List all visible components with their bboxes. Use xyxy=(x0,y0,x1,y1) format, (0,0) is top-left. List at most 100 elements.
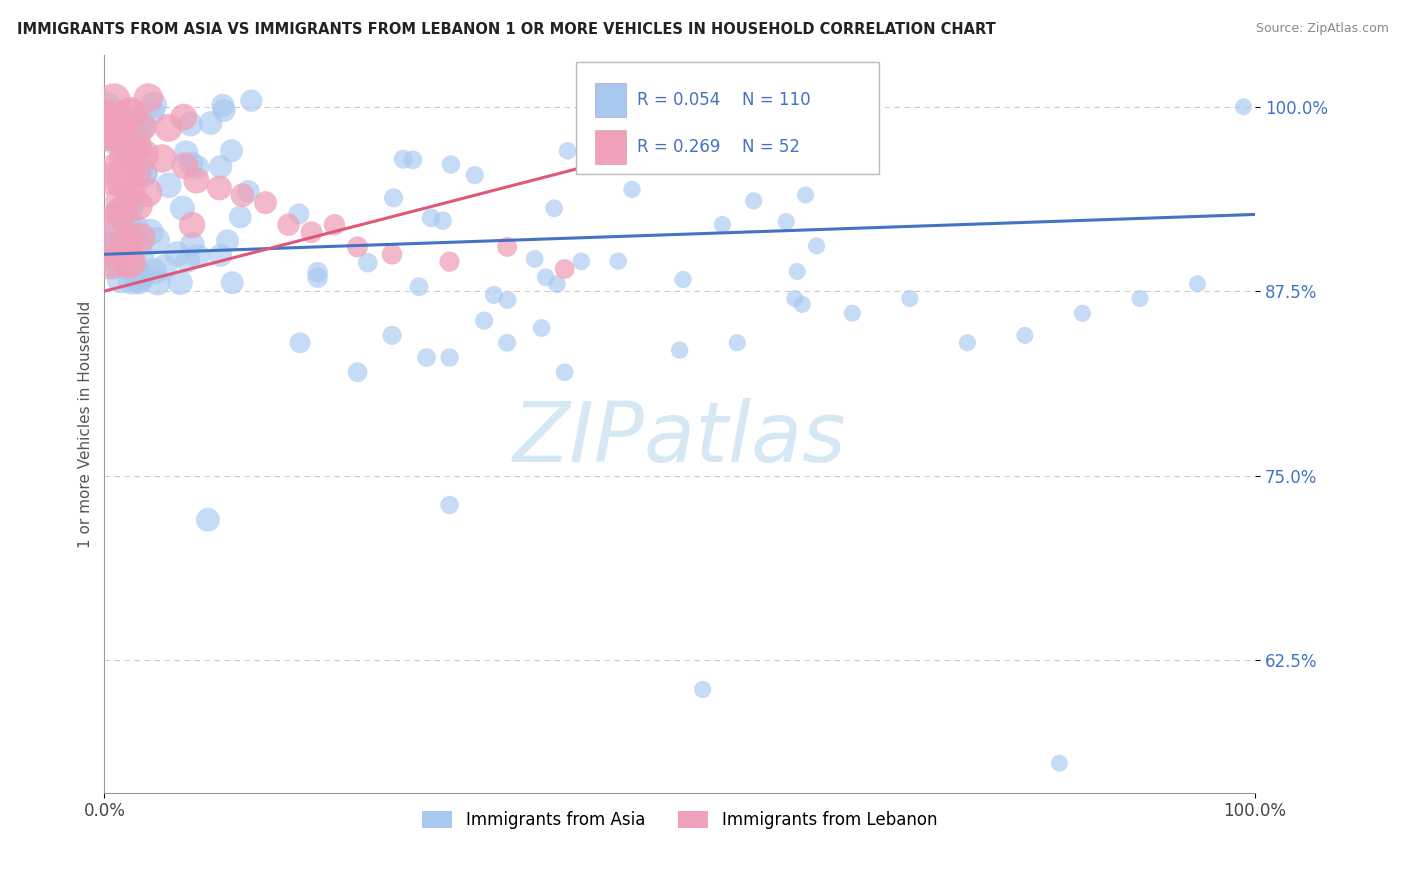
Point xyxy=(96,100,118,114)
Point xyxy=(120,227,142,242)
Point xyxy=(110,208,132,222)
Point xyxy=(346,240,368,254)
Point xyxy=(496,335,519,350)
Point xyxy=(381,247,404,261)
Point xyxy=(179,117,201,131)
Point xyxy=(307,265,329,279)
Point xyxy=(127,123,149,137)
Point xyxy=(98,128,121,142)
Text: ZIPatlas: ZIPatlas xyxy=(513,398,846,479)
Point xyxy=(221,144,243,158)
Point xyxy=(197,513,219,527)
Point xyxy=(288,207,311,221)
Point xyxy=(212,103,235,118)
Point xyxy=(209,248,232,262)
Point xyxy=(1014,328,1036,343)
Point xyxy=(277,218,299,232)
Point xyxy=(105,161,128,176)
Point xyxy=(231,188,253,202)
Point xyxy=(323,218,346,232)
Point xyxy=(142,97,165,112)
Point xyxy=(115,169,138,184)
Point xyxy=(117,210,139,224)
Point xyxy=(103,93,125,107)
Point xyxy=(792,297,814,311)
Point xyxy=(94,238,117,252)
Point xyxy=(402,153,425,167)
Point xyxy=(138,91,160,105)
Point xyxy=(692,682,714,697)
Point xyxy=(131,268,153,283)
Point xyxy=(139,225,162,239)
Point xyxy=(145,233,167,247)
Point xyxy=(134,167,156,181)
Point xyxy=(157,178,180,193)
Point xyxy=(554,262,576,277)
Point xyxy=(127,145,149,159)
Point xyxy=(103,121,125,136)
Point xyxy=(108,254,131,268)
Point xyxy=(711,218,734,232)
Point xyxy=(181,218,204,232)
Point xyxy=(420,211,443,225)
Point xyxy=(806,239,828,253)
Point xyxy=(174,159,197,173)
Point xyxy=(104,257,127,271)
Point xyxy=(408,280,430,294)
Point xyxy=(104,128,127,142)
Point xyxy=(141,105,163,120)
Point xyxy=(174,145,197,160)
Point xyxy=(121,274,143,288)
Point xyxy=(125,138,148,153)
Point xyxy=(725,335,748,350)
Point xyxy=(482,288,505,302)
Point xyxy=(117,168,139,182)
Point xyxy=(120,255,142,269)
Text: R = 0.269: R = 0.269 xyxy=(637,138,720,156)
Point xyxy=(98,110,121,124)
Point xyxy=(523,252,546,266)
Point xyxy=(120,197,142,211)
Point xyxy=(1071,306,1094,320)
Point xyxy=(186,173,208,187)
Point xyxy=(238,184,260,198)
Point xyxy=(129,249,152,263)
Point xyxy=(307,270,329,285)
Point xyxy=(169,276,191,290)
Point xyxy=(1187,277,1209,291)
Text: R = 0.054: R = 0.054 xyxy=(637,91,720,109)
Point xyxy=(118,105,141,120)
Point xyxy=(554,365,576,379)
Point xyxy=(110,175,132,189)
Point xyxy=(134,147,156,161)
Point xyxy=(125,165,148,179)
Point xyxy=(755,147,778,161)
Point xyxy=(464,168,486,182)
Text: N = 52: N = 52 xyxy=(742,138,800,156)
Point xyxy=(439,351,461,365)
Point xyxy=(125,221,148,235)
Point xyxy=(208,181,231,195)
Point xyxy=(221,276,243,290)
Point xyxy=(100,256,122,270)
Point xyxy=(672,272,695,286)
Point xyxy=(742,194,765,208)
Point xyxy=(898,292,921,306)
Point xyxy=(120,147,142,161)
Point xyxy=(186,160,208,174)
Point xyxy=(240,94,263,108)
Text: Source: ZipAtlas.com: Source: ZipAtlas.com xyxy=(1256,22,1389,36)
Point xyxy=(172,201,194,215)
Point xyxy=(439,254,461,268)
Point xyxy=(114,236,136,251)
Point xyxy=(166,247,188,261)
Point xyxy=(381,328,404,343)
Point xyxy=(357,256,380,270)
Point xyxy=(131,120,153,134)
Point xyxy=(98,111,121,125)
Point xyxy=(217,234,239,248)
Point xyxy=(110,194,132,208)
Point xyxy=(117,194,139,209)
Point xyxy=(111,169,134,183)
Point xyxy=(110,211,132,226)
